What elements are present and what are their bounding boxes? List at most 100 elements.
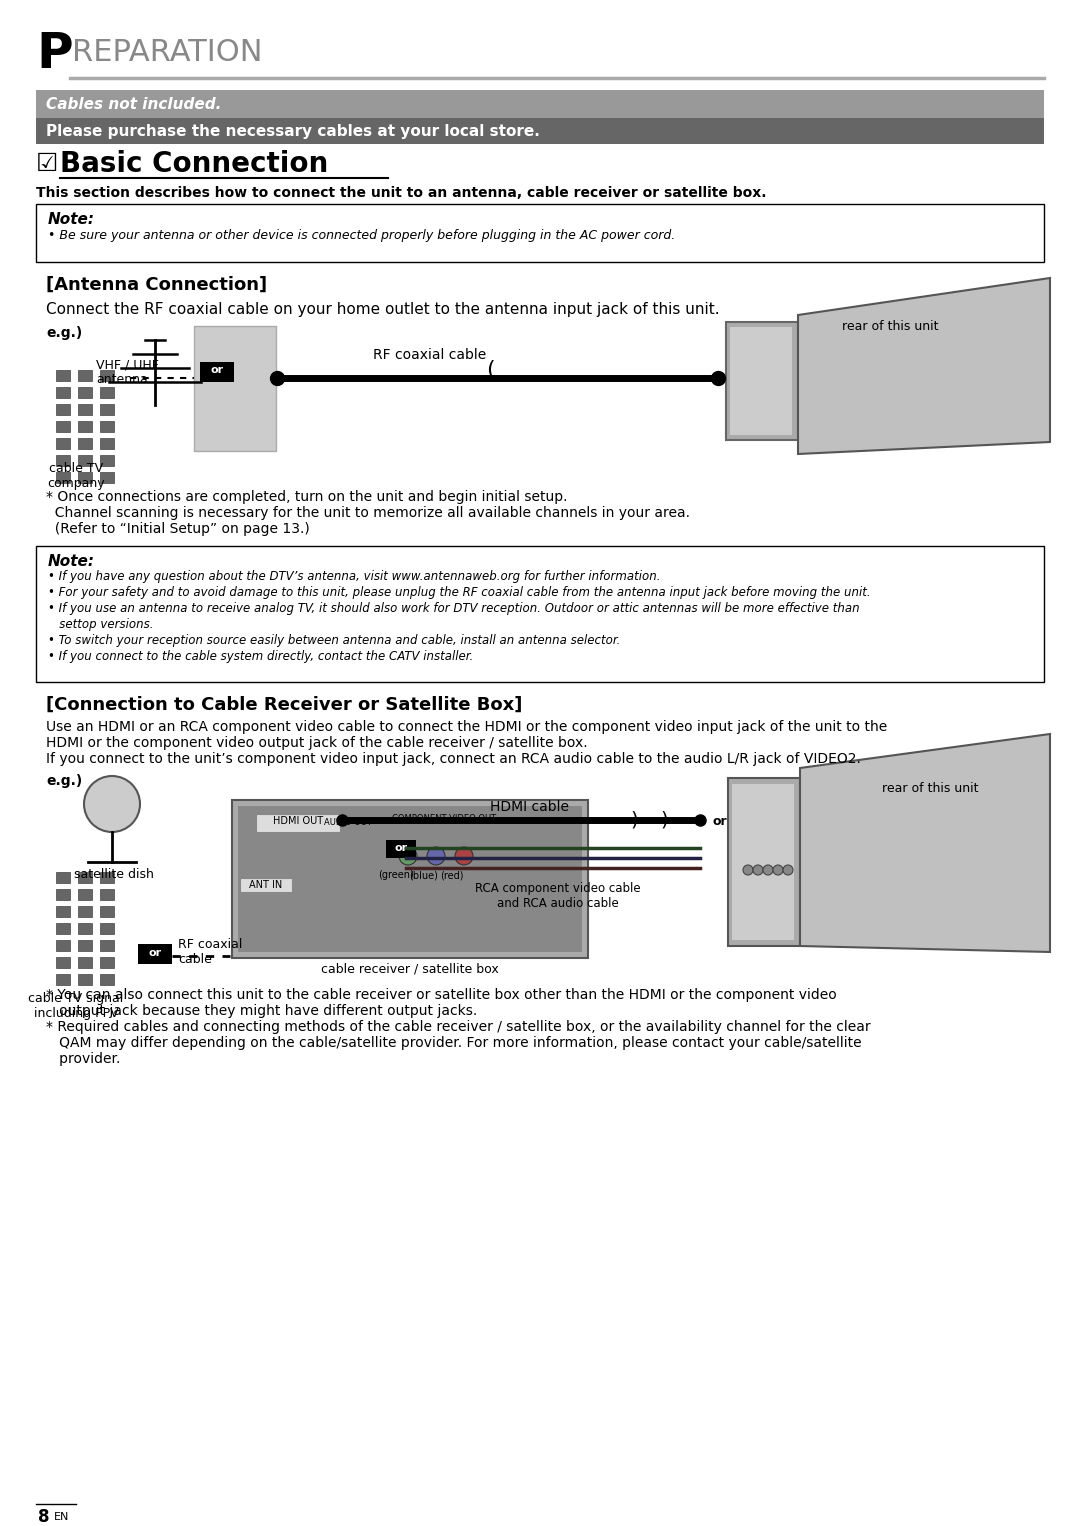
Bar xyxy=(194,327,276,452)
Bar xyxy=(56,369,70,382)
Bar xyxy=(100,940,114,951)
Bar xyxy=(100,421,114,432)
Circle shape xyxy=(773,865,783,874)
Bar xyxy=(56,940,70,951)
Bar xyxy=(240,877,292,893)
Bar xyxy=(386,839,416,858)
Bar xyxy=(138,945,172,964)
Text: or: or xyxy=(148,948,162,958)
Text: P: P xyxy=(36,31,72,78)
Text: [Connection to Cable Receiver or Satellite Box]: [Connection to Cable Receiver or Satelli… xyxy=(46,696,523,714)
Text: Note:: Note: xyxy=(48,554,95,569)
Text: ): ) xyxy=(630,810,637,829)
Text: (Refer to “Initial Setup” on page 13.): (Refer to “Initial Setup” on page 13.) xyxy=(46,522,310,536)
Bar xyxy=(36,90,1044,118)
Bar xyxy=(232,800,588,958)
Text: Cables not included.: Cables not included. xyxy=(46,98,221,111)
Text: QAM may differ depending on the cable/satellite provider. For more information, : QAM may differ depending on the cable/sa… xyxy=(46,1036,862,1050)
Bar xyxy=(78,906,92,917)
Text: cable receiver / satellite box: cable receiver / satellite box xyxy=(321,961,499,975)
Bar xyxy=(36,118,1044,143)
Circle shape xyxy=(743,865,753,874)
Text: EN: EN xyxy=(54,1512,69,1521)
Text: ☑: ☑ xyxy=(36,153,58,175)
Text: cable TV signal
including PPV: cable TV signal including PPV xyxy=(28,992,123,1019)
Text: AUDIO OUT: AUDIO OUT xyxy=(324,818,372,827)
Text: ANT IN: ANT IN xyxy=(249,881,283,890)
Text: VHF / UHF
antenna: VHF / UHF antenna xyxy=(96,359,159,386)
Bar xyxy=(730,327,792,435)
Bar xyxy=(100,923,114,934)
Bar xyxy=(100,906,114,917)
Bar xyxy=(56,388,70,398)
Text: RCA component video cable
and RCA audio cable: RCA component video cable and RCA audio … xyxy=(475,882,640,909)
Text: • Be sure your antenna or other device is connected properly before plugging in : • Be sure your antenna or other device i… xyxy=(48,229,675,243)
Text: • If you use an antenna to receive analog TV, it should also work for DTV recept: • If you use an antenna to receive analo… xyxy=(48,601,860,615)
Text: • If you connect to the cable system directly, contact the CATV installer.: • If you connect to the cable system dir… xyxy=(48,650,473,662)
Text: or: or xyxy=(713,815,727,829)
Circle shape xyxy=(84,777,140,832)
Bar xyxy=(78,404,92,415)
Text: Channel scanning is necessary for the unit to memorize all available channels in: Channel scanning is necessary for the un… xyxy=(46,507,690,520)
Polygon shape xyxy=(798,278,1050,455)
Bar xyxy=(100,369,114,382)
Text: * Required cables and connecting methods of the cable receiver / satellite box, : * Required cables and connecting methods… xyxy=(46,1019,870,1035)
Bar xyxy=(56,455,70,465)
Text: provider.: provider. xyxy=(46,1051,120,1067)
Bar xyxy=(56,890,70,900)
Text: • For your safety and to avoid damage to this unit, please unplug the RF coaxial: • For your safety and to avoid damage to… xyxy=(48,586,870,600)
Bar xyxy=(100,871,114,884)
Text: * You can also connect this unit to the cable receiver or satellite box other th: * You can also connect this unit to the … xyxy=(46,987,837,1003)
Text: * Once connections are completed, turn on the unit and begin initial setup.: * Once connections are completed, turn o… xyxy=(46,490,567,504)
Text: (green): (green) xyxy=(378,870,414,881)
Bar xyxy=(56,871,70,884)
Circle shape xyxy=(455,847,473,865)
Bar xyxy=(100,472,114,484)
Bar xyxy=(78,472,92,484)
Bar xyxy=(256,813,340,832)
Bar xyxy=(78,871,92,884)
Text: • If you have any question about the DTV’s antenna, visit www.antennaweb.org for: • If you have any question about the DTV… xyxy=(48,571,661,583)
Bar xyxy=(78,421,92,432)
Bar xyxy=(56,957,70,967)
Bar xyxy=(78,438,92,449)
Text: settop versions.: settop versions. xyxy=(48,618,153,630)
Text: (blue): (blue) xyxy=(409,870,438,881)
Bar xyxy=(56,404,70,415)
Bar xyxy=(728,778,800,946)
Bar xyxy=(56,421,70,432)
Bar xyxy=(100,388,114,398)
Bar xyxy=(100,957,114,967)
Text: e.g.): e.g.) xyxy=(46,327,82,340)
Text: or: or xyxy=(211,365,224,375)
Text: • To switch your reception source easily between antenna and cable, install an a: • To switch your reception source easily… xyxy=(48,633,620,647)
Text: [Antenna Connection]: [Antenna Connection] xyxy=(46,276,267,295)
Bar xyxy=(78,890,92,900)
Bar xyxy=(78,369,92,382)
Text: e.g.): e.g.) xyxy=(46,774,82,787)
Text: (red): (red) xyxy=(441,870,463,881)
Bar xyxy=(56,923,70,934)
Text: Please purchase the necessary cables at your local store.: Please purchase the necessary cables at … xyxy=(46,124,540,139)
Bar xyxy=(36,204,1044,262)
Text: RF coaxial cable: RF coaxial cable xyxy=(374,348,487,362)
Text: satellite dish: satellite dish xyxy=(75,868,153,881)
Bar xyxy=(78,957,92,967)
Bar xyxy=(238,806,582,952)
Text: If you connect to the unit’s component video input jack, connect an RCA audio ca: If you connect to the unit’s component v… xyxy=(46,752,861,766)
Bar xyxy=(100,438,114,449)
Bar xyxy=(78,974,92,984)
Text: This section describes how to connect the unit to an antenna, cable receiver or : This section describes how to connect th… xyxy=(36,186,767,200)
Bar xyxy=(732,784,794,940)
Text: output jack because they might have different output jacks.: output jack because they might have diff… xyxy=(46,1004,477,1018)
Text: Connect the RF coaxial cable on your home outlet to the antenna input jack of th: Connect the RF coaxial cable on your hom… xyxy=(46,302,719,317)
Circle shape xyxy=(427,847,445,865)
Circle shape xyxy=(762,865,773,874)
Text: (: ( xyxy=(486,360,495,380)
Bar xyxy=(100,890,114,900)
Text: RF coaxial
cable: RF coaxial cable xyxy=(178,938,242,966)
Circle shape xyxy=(753,865,762,874)
Text: HDMI or the component video output jack of the cable receiver / satellite box.: HDMI or the component video output jack … xyxy=(46,736,588,749)
Bar xyxy=(78,388,92,398)
Bar xyxy=(100,455,114,465)
